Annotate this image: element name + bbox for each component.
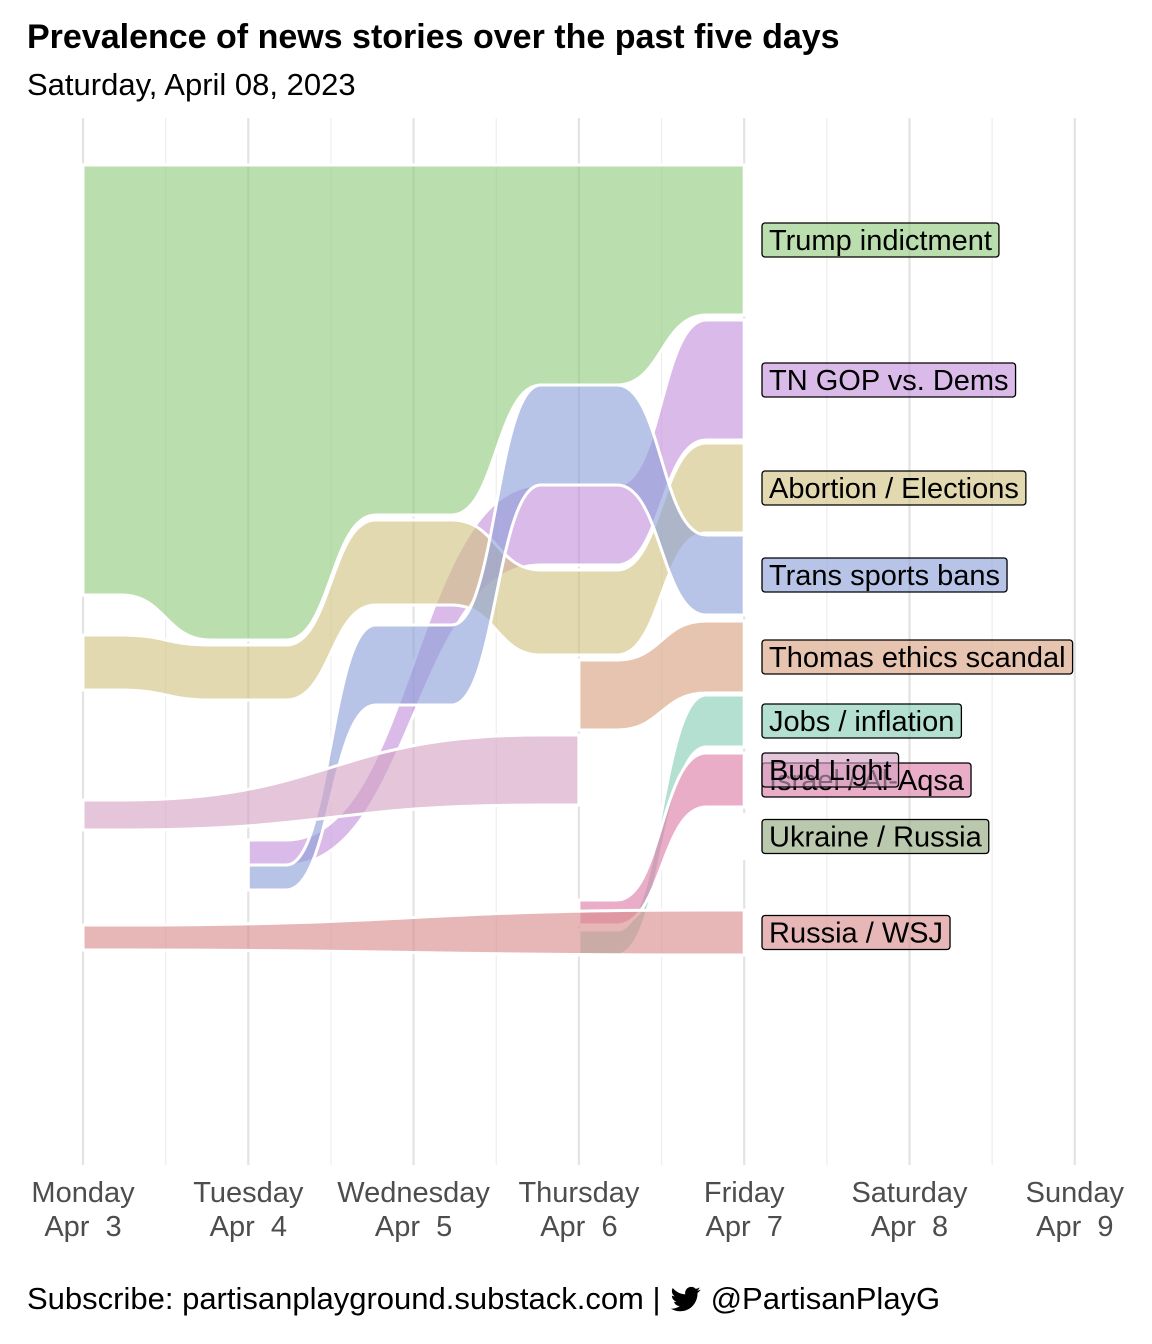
story-streams (81, 163, 746, 957)
x-tick-date: Apr 9 (1036, 1211, 1113, 1243)
x-tick-day: Tuesday (193, 1177, 304, 1209)
stream-band (81, 733, 581, 832)
label-box (761, 222, 1000, 258)
x-tick-date: Apr 3 (44, 1211, 121, 1243)
x-tick-day: Sunday (1026, 1177, 1125, 1209)
label-text: TN GOP vs. Dems (769, 365, 1009, 397)
stream-band (81, 908, 746, 957)
stream-israel-al-aqsa (577, 751, 746, 927)
caption-handle: @PartisanPlayG (710, 1281, 941, 1316)
x-tick-day: Wednesday (337, 1177, 490, 1209)
label-text: Russia / WSJ (769, 918, 943, 950)
stream-thomas-ethics-scandal (577, 619, 746, 732)
twitter-bird-icon (670, 1286, 701, 1312)
label-russia-wsj: Russia / WSJ (761, 914, 951, 951)
label-trump-indictment: Trump indictment (761, 222, 1000, 258)
x-tick-day: Saturday (851, 1177, 968, 1209)
label-text: Abortion / Elections (769, 473, 1019, 505)
stream-trump-indictment (81, 163, 746, 642)
stream-trans-sports-bans (246, 383, 746, 892)
x-tick-date: Apr 4 (210, 1211, 287, 1243)
x-tick-day: Thursday (518, 1177, 639, 1209)
stream-bud-light (81, 733, 581, 832)
label-abortion-elections: Abortion / Elections (761, 470, 1027, 506)
stream-band (81, 441, 746, 702)
label-box (761, 818, 990, 855)
label-text: Ukraine / Russia (769, 822, 983, 854)
x-tick-date: Apr 6 (540, 1211, 617, 1243)
label-box (761, 639, 1074, 675)
story-labels: Trump indictment TN GOP vs. Dems Abortion … (761, 222, 1074, 951)
caption-subscribe-text: Subscribe: partisanplayground.substack.c… (27, 1281, 661, 1316)
stream-band (577, 619, 746, 732)
stream-band (577, 751, 746, 927)
label-tn-gop-vs-dems: TN GOP vs. Dems (761, 362, 1017, 398)
x-tick-date: Apr 5 (375, 1211, 452, 1243)
stream-band (246, 383, 746, 892)
label-text: Trump indictment (769, 225, 992, 257)
label-text: Trans sports bans (769, 560, 1000, 592)
stream-russia-wsj (81, 908, 746, 957)
label-box (761, 470, 1027, 506)
x-tick-date: Apr 7 (706, 1211, 783, 1243)
label-text: Jobs / inflation (769, 706, 954, 738)
chart-subtitle: Saturday, April 08, 2023 (27, 67, 356, 102)
label-box (761, 703, 963, 739)
label-text: Bud Light (769, 755, 892, 787)
stream-band (81, 163, 746, 642)
x-tick-day: Friday (704, 1177, 785, 1209)
label-box (761, 362, 1017, 398)
label-box (761, 752, 900, 788)
label-text: Thomas ethics scandal (769, 642, 1066, 674)
stream-abortion-elections (81, 441, 746, 702)
chart-title: Prevalence of news stories over the past… (27, 18, 840, 56)
label-trans-sports-bans: Trans sports bans (761, 557, 1008, 593)
x-tick-day: Monday (31, 1177, 135, 1209)
caption: Subscribe: partisanplayground.substack.c… (27, 1281, 940, 1317)
label-box (761, 557, 1008, 593)
stream-chart: Trump indictment TN GOP vs. Dems Abortion … (31, 118, 1124, 1243)
label-jobs-inflation: Jobs / inflation (761, 703, 963, 739)
label-box (761, 914, 951, 951)
label-thomas-ethics-scandal: Thomas ethics scandal (761, 639, 1074, 675)
x-tick-date: Apr 8 (871, 1211, 948, 1243)
label-ukraine-russia: Ukraine / Russia (761, 818, 990, 855)
label-bud-light: Bud Light (761, 752, 900, 788)
